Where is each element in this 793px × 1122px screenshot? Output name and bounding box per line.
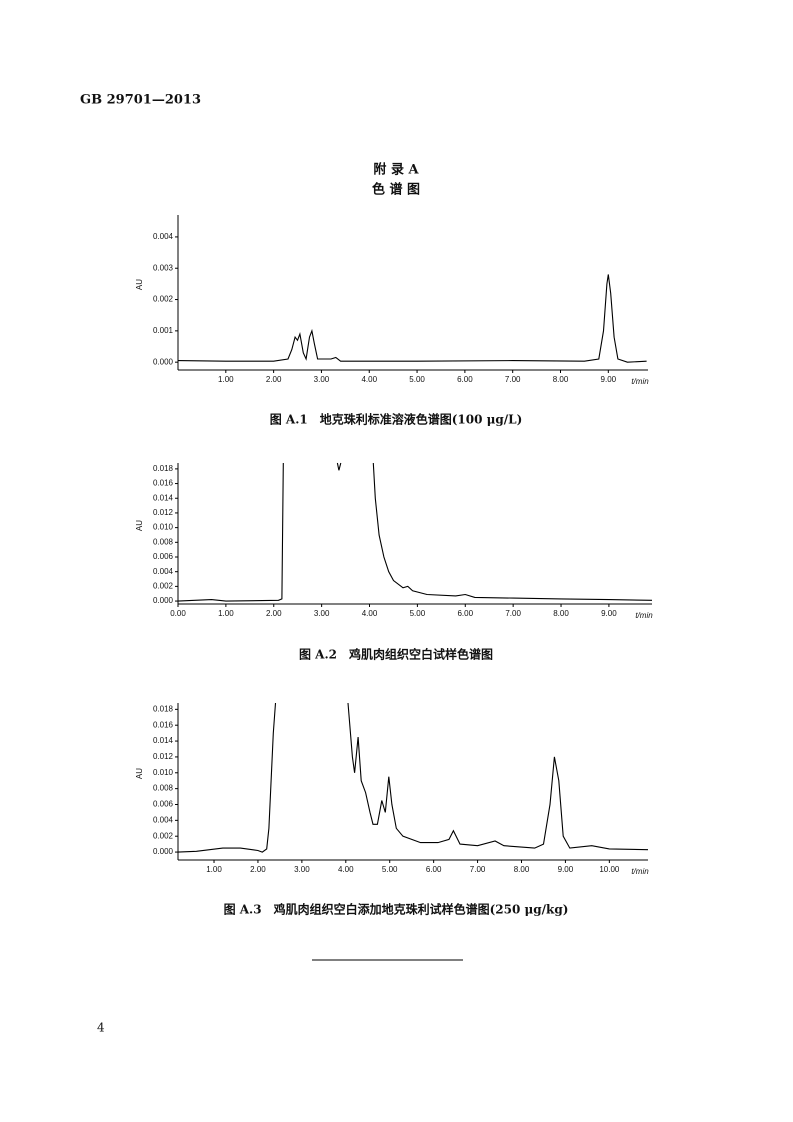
x-tick-label: 4.00: [338, 865, 354, 874]
y-tick-label: 0.016: [153, 720, 174, 729]
y-tick-label: 0.006: [153, 552, 174, 561]
chromatogram-line: [177, 462, 653, 602]
y-tick-label: 0.000: [153, 357, 174, 366]
x-tick-label: 9.00: [601, 609, 617, 618]
y-tick-label: 0.008: [153, 537, 174, 546]
x-tick-label: 1.00: [206, 865, 222, 874]
x-tick-label: 6.00: [426, 865, 442, 874]
x-tick-label: 5.00: [382, 865, 398, 874]
y-tick-label: 0.006: [153, 800, 174, 809]
x-tick-label: 4.00: [362, 609, 378, 618]
figure-caption: 图 A.1 地克珠利标准溶液色谱图(100 μg/L): [270, 412, 523, 427]
y-axis-label: AU: [135, 279, 144, 290]
x-axis-label: t/min: [635, 611, 653, 620]
y-tick-label: 0.012: [153, 508, 174, 517]
figure-caption: 图 A.3 鸡肌肉组织空白添加地克珠利试样色谱图(250 μg/kg): [224, 902, 569, 917]
appendix-title: 附 录 A: [373, 162, 419, 178]
x-tick-label: 8.00: [553, 375, 569, 384]
x-tick-label: 3.00: [314, 375, 330, 384]
x-tick-label: 5.00: [409, 375, 425, 384]
y-tick-label: 0.002: [153, 295, 174, 304]
y-tick-label: 0.000: [153, 847, 174, 856]
appendix-subtitle: 色 谱 图: [372, 182, 420, 198]
x-tick-label: 4.00: [361, 375, 377, 384]
x-tick-label: 6.00: [457, 609, 473, 618]
x-tick-label: 1.00: [218, 375, 234, 384]
x-axis-label: t/min: [631, 377, 649, 386]
x-tick-label: 8.00: [553, 609, 569, 618]
y-tick-label: 0.008: [153, 784, 174, 793]
x-tick-label: 2.00: [250, 865, 266, 874]
y-tick-label: 0.002: [153, 831, 174, 840]
x-axis-label: t/min: [631, 867, 649, 876]
y-tick-label: 0.010: [153, 523, 174, 532]
x-tick-label: 0.00: [170, 609, 186, 618]
y-tick-label: 0.003: [153, 263, 174, 272]
x-tick-label: 7.00: [470, 865, 486, 874]
chromatogram-line: [177, 274, 647, 363]
x-tick-label: 5.00: [410, 609, 426, 618]
y-tick-label: 0.018: [153, 464, 174, 473]
x-tick-label: 2.00: [266, 609, 282, 618]
x-tick-label: 3.00: [314, 609, 330, 618]
x-tick-label: 7.00: [505, 375, 521, 384]
figure-caption: 图 A.2 鸡肌肉组织空白试样色谱图: [299, 647, 493, 662]
y-tick-label: 0.000: [153, 596, 174, 605]
x-tick-label: 1.00: [218, 609, 234, 618]
x-tick-label: 8.00: [514, 865, 530, 874]
x-tick-label: 7.00: [505, 609, 521, 618]
y-tick-label: 0.004: [153, 567, 174, 576]
y-axis-label: AU: [135, 768, 144, 779]
x-tick-label: 3.00: [294, 865, 310, 874]
y-tick-label: 0.014: [153, 493, 174, 502]
x-tick-label: 10.00: [599, 865, 620, 874]
chromatogram-line: [177, 702, 649, 853]
page-number: 4: [97, 1021, 105, 1035]
x-tick-label: 9.00: [601, 375, 617, 384]
x-tick-label: 2.00: [266, 375, 282, 384]
y-tick-label: 0.012: [153, 752, 174, 761]
y-tick-label: 0.004: [153, 815, 174, 824]
x-tick-label: 9.00: [558, 865, 574, 874]
header: GB 29701—2013: [80, 93, 201, 108]
y-tick-label: 0.001: [153, 326, 174, 335]
y-tick-label: 0.014: [153, 736, 174, 745]
y-tick-label: 0.018: [153, 704, 174, 713]
y-tick-label: 0.004: [153, 232, 174, 241]
y-tick-label: 0.010: [153, 768, 174, 777]
y-tick-label: 0.016: [153, 479, 174, 488]
x-tick-label: 6.00: [457, 375, 473, 384]
y-tick-label: 0.002: [153, 581, 174, 590]
y-axis-label: AU: [135, 520, 144, 531]
